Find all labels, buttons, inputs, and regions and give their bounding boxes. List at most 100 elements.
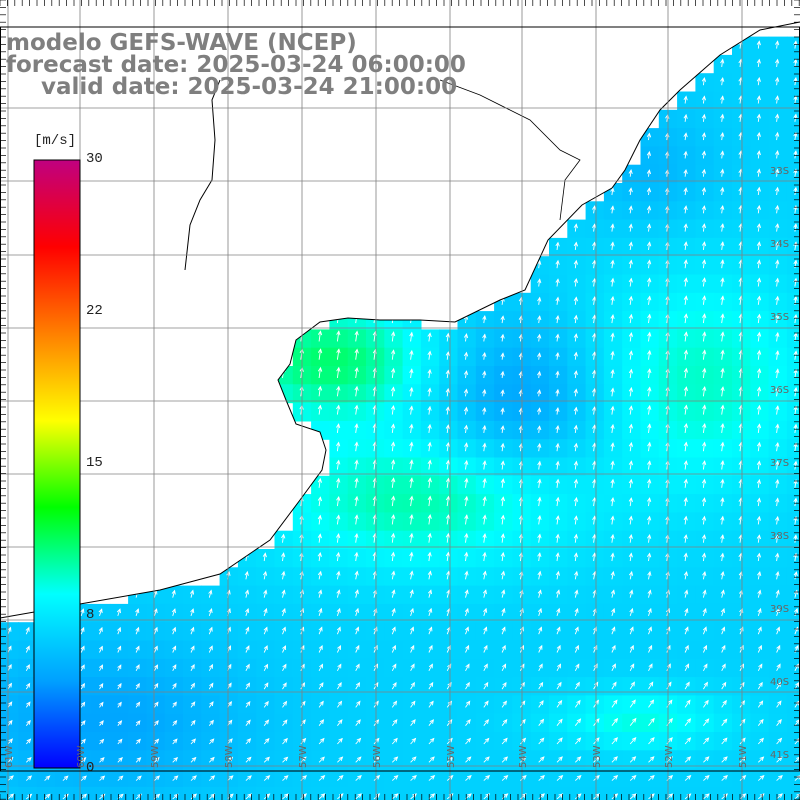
wind-arrow <box>573 460 579 470</box>
wind-arrow <box>775 552 780 562</box>
speed-cell <box>530 347 550 367</box>
wind-arrow <box>428 607 433 617</box>
speed-cell <box>768 420 788 440</box>
wind-arrow <box>464 607 469 617</box>
speed-cell <box>494 311 513 330</box>
wind-arrow <box>427 513 432 525</box>
speed-cell <box>549 457 568 477</box>
wind-arrow <box>757 756 765 763</box>
wind-arrow <box>610 405 615 415</box>
wind-arrow <box>336 570 341 580</box>
wind-arrow <box>647 478 652 488</box>
wind-arrow <box>720 349 725 360</box>
speed-cell <box>677 732 696 751</box>
wind-arrow <box>555 424 560 433</box>
speed-cell <box>768 128 788 147</box>
wind-arrow <box>427 495 432 507</box>
wind-arrow <box>25 756 32 763</box>
wind-arrow <box>646 169 652 177</box>
speed-cell <box>768 603 788 623</box>
wind-arrow <box>647 515 652 525</box>
wind-arrow <box>336 477 341 488</box>
wind-arrow <box>757 607 762 617</box>
speed-cell <box>786 366 800 385</box>
wind-arrow <box>520 775 527 781</box>
speed-cell <box>366 384 385 404</box>
wind-arrow <box>775 497 780 507</box>
wind-arrow <box>720 386 725 397</box>
speed-cell <box>640 475 660 495</box>
speed-cell <box>732 457 751 477</box>
wind-arrow <box>702 607 707 617</box>
lon-label: 57W <box>298 745 309 768</box>
wind-arrow <box>80 645 85 653</box>
speed-cell <box>219 732 239 751</box>
wind-arrow <box>190 608 195 617</box>
speed-cell <box>256 549 276 568</box>
speed-cell <box>603 439 623 459</box>
wind-arrow <box>337 756 344 763</box>
wind-arrow <box>465 756 472 763</box>
wind-arrow <box>391 570 396 580</box>
speed-cell <box>640 219 660 239</box>
speed-cell <box>640 237 660 257</box>
wind-arrow <box>463 333 469 342</box>
speed-cell <box>183 732 202 751</box>
wind-arrow <box>756 404 762 415</box>
speed-cell <box>109 732 129 751</box>
speed-cell <box>695 402 715 422</box>
wind-arrow <box>775 259 780 269</box>
speed-cell <box>585 274 605 294</box>
wind-arrow <box>172 719 178 726</box>
speed-cell <box>366 732 385 751</box>
wind-arrow <box>337 775 344 781</box>
wind-arrow <box>647 349 652 360</box>
speed-cell <box>420 567 440 587</box>
wind-arrow <box>98 608 103 617</box>
wind-arrow <box>683 277 688 287</box>
speed-cell <box>439 603 459 623</box>
wind-arrow <box>482 351 487 360</box>
wind-arrow <box>776 793 783 800</box>
wind-arrow <box>154 701 159 708</box>
speed-cell <box>329 402 349 422</box>
wind-arrow <box>227 756 234 763</box>
wind-arrow <box>647 589 652 598</box>
wind-arrow <box>428 663 433 672</box>
wind-arrow <box>794 775 800 781</box>
wind-arrow <box>793 442 798 452</box>
speed-cell <box>786 695 800 715</box>
speed-cell <box>750 475 770 495</box>
wind-arrow <box>701 205 707 214</box>
speed-cell <box>146 750 166 770</box>
speed-cell <box>622 750 642 770</box>
speed-cell <box>695 475 715 495</box>
wind-arrow <box>739 775 747 781</box>
wind-arrow <box>501 589 506 598</box>
wind-arrow <box>44 775 51 781</box>
wind-arrow <box>409 513 414 525</box>
wind-arrow <box>573 533 579 543</box>
speed-cell <box>695 311 715 330</box>
speed-cell <box>494 549 513 568</box>
wind-arrow <box>611 607 616 617</box>
wind-arrow <box>556 663 561 672</box>
speed-cell <box>750 567 770 587</box>
wind-arrow <box>354 348 359 360</box>
forecast-date: forecast date: 2025-03-24 06:00:00 <box>6 52 466 78</box>
speed-cell <box>732 164 751 184</box>
wind-arrow <box>427 441 432 452</box>
speed-cell <box>622 384 642 404</box>
wind-arrow <box>775 405 780 415</box>
wind-arrow <box>117 664 122 672</box>
speed-cell <box>347 329 367 349</box>
speed-cell <box>494 530 513 550</box>
wind-arrow <box>683 552 688 562</box>
speed-cell <box>91 768 111 788</box>
lon-label: 56W <box>372 745 383 768</box>
speed-cell <box>494 475 513 495</box>
wind-arrow <box>354 551 359 562</box>
wind-arrow <box>720 223 725 232</box>
wind-arrow <box>756 349 762 360</box>
wind-arrow <box>775 295 780 305</box>
